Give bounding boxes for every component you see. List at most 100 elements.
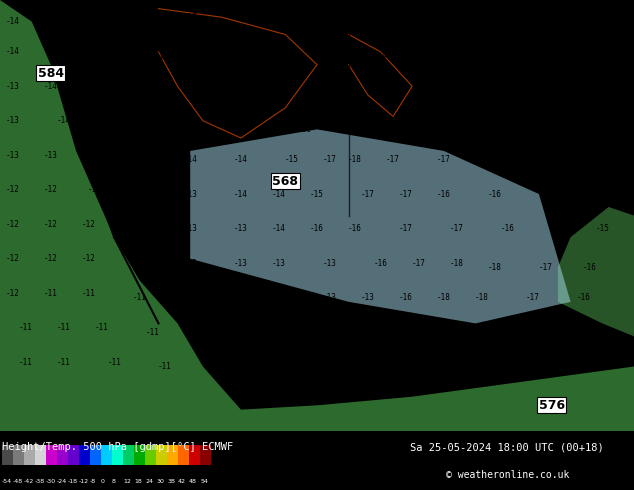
Bar bbox=[13, 445, 24, 465]
Bar bbox=[68, 445, 79, 465]
Text: -16: -16 bbox=[120, 17, 134, 26]
Text: -19: -19 bbox=[373, 86, 387, 95]
Text: Height/Temp. 500 hPa [gdmp][°C] ECMWF: Height/Temp. 500 hPa [gdmp][°C] ECMWF bbox=[2, 442, 233, 452]
Bar bbox=[123, 445, 134, 465]
Text: -13: -13 bbox=[133, 185, 146, 194]
Text: -15: -15 bbox=[614, 155, 628, 164]
Text: -18: -18 bbox=[348, 155, 362, 164]
Polygon shape bbox=[0, 0, 241, 431]
Bar bbox=[57, 445, 68, 465]
Text: -12: -12 bbox=[6, 254, 20, 263]
Text: -13: -13 bbox=[234, 224, 248, 233]
Text: 18: 18 bbox=[134, 479, 142, 484]
Text: -18: -18 bbox=[411, 125, 425, 134]
Text: -20: -20 bbox=[424, 51, 438, 61]
Text: -17: -17 bbox=[564, 125, 578, 134]
Bar bbox=[189, 445, 200, 465]
Text: -18: -18 bbox=[564, 17, 578, 26]
Text: -14: -14 bbox=[6, 17, 20, 26]
Text: -18: -18 bbox=[462, 125, 476, 134]
Text: -15: -15 bbox=[583, 155, 597, 164]
Text: -11: -11 bbox=[297, 327, 311, 337]
Text: Sa 25-05-2024 18:00 UTC (00+18): Sa 25-05-2024 18:00 UTC (00+18) bbox=[410, 442, 604, 452]
Bar bbox=[90, 445, 101, 465]
Text: -12: -12 bbox=[386, 327, 400, 337]
Text: -17: -17 bbox=[608, 90, 622, 99]
Text: -17: -17 bbox=[183, 13, 197, 22]
Text: 0: 0 bbox=[101, 479, 105, 484]
Text: -15: -15 bbox=[551, 224, 565, 233]
Text: -18: -18 bbox=[526, 51, 540, 61]
Text: 8: 8 bbox=[112, 479, 116, 484]
Text: -12: -12 bbox=[44, 220, 58, 229]
Text: -13: -13 bbox=[6, 116, 20, 125]
Text: -13: -13 bbox=[234, 259, 248, 268]
Text: -18: -18 bbox=[437, 293, 451, 302]
Polygon shape bbox=[190, 129, 571, 323]
Text: -20: -20 bbox=[475, 51, 489, 61]
Text: 12: 12 bbox=[123, 479, 131, 484]
Text: -48: -48 bbox=[13, 479, 23, 484]
Text: -13: -13 bbox=[183, 190, 197, 198]
Text: -14: -14 bbox=[234, 155, 248, 164]
Text: -16: -16 bbox=[475, 327, 489, 337]
Text: 54: 54 bbox=[200, 479, 208, 484]
Text: -16: -16 bbox=[297, 125, 311, 134]
Text: -12: -12 bbox=[348, 327, 362, 337]
Text: -15: -15 bbox=[88, 47, 102, 56]
Bar bbox=[2, 445, 13, 465]
Text: -14: -14 bbox=[56, 116, 70, 125]
Text: -12: -12 bbox=[88, 185, 102, 194]
Text: 42: 42 bbox=[178, 479, 186, 484]
Text: -13: -13 bbox=[323, 293, 337, 302]
Text: © weatheronline.co.uk: © weatheronline.co.uk bbox=[446, 470, 569, 480]
Polygon shape bbox=[558, 207, 634, 336]
Text: -14: -14 bbox=[183, 155, 197, 164]
Bar bbox=[134, 445, 145, 465]
Text: -15: -15 bbox=[614, 190, 628, 198]
Text: -16: -16 bbox=[399, 293, 413, 302]
Text: -16: -16 bbox=[576, 293, 590, 302]
Text: -12: -12 bbox=[44, 185, 58, 194]
Text: -11: -11 bbox=[361, 362, 375, 371]
Text: -11: -11 bbox=[56, 358, 70, 367]
Text: -15: -15 bbox=[171, 121, 184, 129]
Text: -18: -18 bbox=[564, 90, 578, 99]
Text: 38: 38 bbox=[167, 479, 175, 484]
Text: -20: -20 bbox=[437, 8, 451, 18]
Text: -12: -12 bbox=[234, 293, 248, 302]
Text: -14: -14 bbox=[133, 151, 146, 160]
Text: -12: -12 bbox=[488, 362, 501, 371]
Text: -16: -16 bbox=[488, 190, 501, 198]
Text: -13: -13 bbox=[272, 259, 286, 268]
Text: -13: -13 bbox=[44, 151, 58, 160]
Text: -14: -14 bbox=[234, 190, 248, 198]
Text: -12: -12 bbox=[79, 479, 89, 484]
Text: -19: -19 bbox=[532, 17, 546, 26]
Text: -16: -16 bbox=[538, 190, 552, 198]
Text: -17: -17 bbox=[526, 293, 540, 302]
Text: -12: -12 bbox=[6, 185, 20, 194]
Text: -16: -16 bbox=[526, 332, 540, 341]
Text: -17: -17 bbox=[450, 224, 463, 233]
Text: -19: -19 bbox=[247, 13, 261, 22]
Text: -12: -12 bbox=[82, 220, 96, 229]
Text: -11: -11 bbox=[259, 362, 273, 371]
Text: -30: -30 bbox=[46, 479, 56, 484]
Text: -15: -15 bbox=[56, 17, 70, 26]
Text: -20: -20 bbox=[373, 8, 387, 18]
Text: -14: -14 bbox=[44, 82, 58, 91]
Text: -18: -18 bbox=[68, 479, 78, 484]
Bar bbox=[156, 445, 167, 465]
Text: -20: -20 bbox=[405, 8, 419, 18]
Text: -18: -18 bbox=[576, 51, 590, 61]
Text: -11: -11 bbox=[18, 358, 32, 367]
Text: -18: -18 bbox=[348, 125, 362, 134]
Text: -11: -11 bbox=[133, 293, 146, 302]
Text: -13: -13 bbox=[323, 259, 337, 268]
Text: -11: -11 bbox=[44, 289, 58, 298]
Text: -15: -15 bbox=[576, 332, 590, 341]
Text: -19: -19 bbox=[500, 13, 514, 22]
Bar bbox=[167, 445, 178, 465]
Text: -11: -11 bbox=[209, 362, 223, 371]
